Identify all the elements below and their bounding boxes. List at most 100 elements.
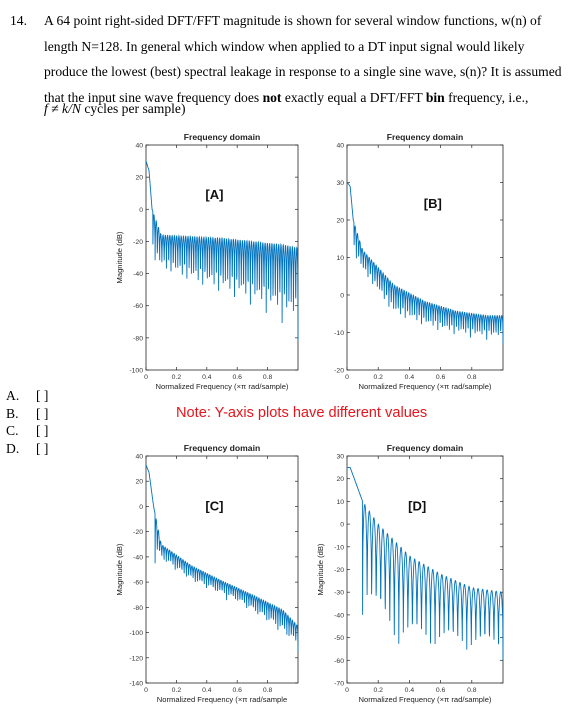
- y-tick-label: -20: [133, 529, 143, 536]
- y-tick-label: -120: [129, 655, 143, 662]
- y-tick-label: -30: [334, 590, 344, 597]
- line4-bold-not: not: [262, 89, 282, 105]
- y-tick-label: 0: [139, 207, 143, 214]
- y-tick-label: -20: [334, 567, 344, 574]
- x-tick-label: 0.2: [172, 374, 182, 381]
- y-tick-label: -20: [334, 368, 344, 375]
- question-line-2: length N=128. In general which window wh…: [44, 38, 525, 54]
- y-tick-label: -50: [334, 635, 344, 642]
- choice-a[interactable]: A. [ ]: [6, 387, 48, 405]
- choice-checkbox[interactable]: [ ]: [36, 440, 49, 456]
- y-tick-label: -40: [334, 612, 344, 619]
- y-tick-label: 0: [340, 522, 344, 529]
- formula: f ≠ k/N: [44, 101, 81, 116]
- y-tick-label: -60: [334, 658, 344, 665]
- y-tick-label: 30: [336, 454, 344, 461]
- y-tick-label: 20: [336, 218, 344, 225]
- question-line-4: that the input sine wave frequency does …: [44, 85, 566, 111]
- x-tick-label: 0.6: [232, 687, 242, 694]
- question-number: 14.: [10, 13, 27, 28]
- y-tick-label: -40: [133, 271, 143, 278]
- choice-letter: A.: [6, 388, 20, 403]
- choice-letter: B.: [6, 405, 19, 421]
- spectrum-line: [145, 160, 299, 342]
- y-tick-label: 0: [340, 293, 344, 300]
- x-axis-label: Normalized Frequency (×π rad/sample): [359, 382, 492, 391]
- x-tick-label: 0.6: [436, 374, 446, 381]
- choice-c[interactable]: C. [ ]: [6, 422, 48, 440]
- y-tick-label: -20: [133, 239, 143, 246]
- y-axis-label: Magnitude (dB): [115, 231, 124, 283]
- x-tick-label: 0.4: [202, 687, 212, 694]
- x-tick-label: 0.8: [263, 374, 273, 381]
- y-tick-label: -100: [129, 368, 143, 375]
- y-tick-label: -60: [133, 580, 143, 587]
- choice-checkbox[interactable]: [ ]: [36, 423, 49, 438]
- y-tick-label: -140: [129, 681, 143, 688]
- y-tick-label: 10: [336, 255, 344, 262]
- y-tick-label: 0: [139, 504, 143, 511]
- y-tick-label: -10: [334, 330, 344, 337]
- y-tick-label: -80: [133, 335, 143, 342]
- y-axis-label: Magnitude (dB): [316, 543, 325, 595]
- question-line-3: produce the lowest (best) spectral leaka…: [44, 64, 562, 79]
- y-tick-label: -40: [133, 554, 143, 561]
- chart-title: Frequency domain: [387, 443, 463, 453]
- line4-bold-bin: bin: [425, 89, 445, 105]
- frequency-condition: f ≠ k/N cycles per sample): [44, 101, 185, 117]
- x-tick-label: 0.8: [263, 687, 273, 694]
- choice-checkbox[interactable]: [ ]: [36, 405, 49, 421]
- x-tick-label: 0.2: [373, 374, 383, 381]
- y-tick-label: 10: [336, 499, 344, 506]
- question-text: A 64 point right-sided DFT/FFT magnitude…: [44, 8, 566, 110]
- y-tick-label: 40: [135, 143, 143, 150]
- x-tick-label: 0.6: [436, 687, 446, 694]
- y-tick-label: 30: [336, 180, 344, 187]
- y-tick-label: -10: [334, 544, 344, 551]
- y-axis-label: Magnitude (dB): [115, 543, 124, 595]
- chart-title: Frequency domain: [184, 132, 260, 142]
- plot-area: [145, 144, 299, 371]
- choice-checkbox[interactable]: [ ]: [36, 388, 49, 403]
- y-tick-label: 20: [135, 175, 143, 182]
- x-tick-label: 0.2: [172, 687, 182, 694]
- x-tick-label: 0.4: [202, 374, 212, 381]
- x-tick-label: 0: [345, 687, 349, 694]
- panel-label: [C]: [205, 498, 223, 513]
- choice-d[interactable]: D. [ ]: [6, 440, 48, 458]
- y-axis-note: Note: Y-axis plots have different values: [176, 405, 428, 421]
- x-axis-label: Normalized Frequency (×π rad/sample): [156, 382, 289, 391]
- spectrum-line: [347, 466, 504, 661]
- choice-letter: D.: [6, 440, 20, 456]
- x-tick-label: 0: [144, 687, 148, 694]
- panel-label: [D]: [408, 498, 426, 513]
- panel-label: [A]: [205, 187, 223, 202]
- plot-area: [346, 144, 504, 371]
- plot-area: [145, 455, 299, 684]
- y-tick-label: 40: [336, 143, 344, 150]
- x-tick-label: 0.8: [467, 374, 477, 381]
- chart-title: Frequency domain: [387, 132, 463, 142]
- y-tick-label: -70: [334, 681, 344, 688]
- x-tick-label: 0.2: [373, 687, 383, 694]
- y-tick-label: -100: [129, 630, 143, 637]
- spectrum-line: [145, 464, 299, 652]
- chart-title: Frequency domain: [184, 443, 260, 453]
- x-tick-label: 0: [144, 374, 148, 381]
- x-axis-label: Normalized Frequency (×π rad/sample): [359, 695, 492, 704]
- y-tick-label: 40: [135, 454, 143, 461]
- y-tick-label: 20: [336, 476, 344, 483]
- y-tick-label: -80: [133, 605, 143, 612]
- choice-letter: C.: [6, 423, 19, 438]
- line4-mid: exactly equal a DFT/FFT: [281, 89, 426, 105]
- line4-post: frequency, i.e.,: [444, 89, 529, 105]
- x-tick-label: 0.6: [232, 374, 242, 381]
- y-tick-label: 20: [135, 479, 143, 486]
- x-tick-label: 0.4: [405, 374, 415, 381]
- formula-post: cycles per sample): [80, 101, 186, 116]
- spectrum-line: [346, 181, 504, 344]
- x-axis-label: Normalized Frequency (×π rad/sample: [157, 695, 287, 704]
- x-tick-label: 0.4: [405, 687, 415, 694]
- plot-area: [346, 455, 504, 684]
- choice-b[interactable]: B. [ ]: [6, 405, 48, 423]
